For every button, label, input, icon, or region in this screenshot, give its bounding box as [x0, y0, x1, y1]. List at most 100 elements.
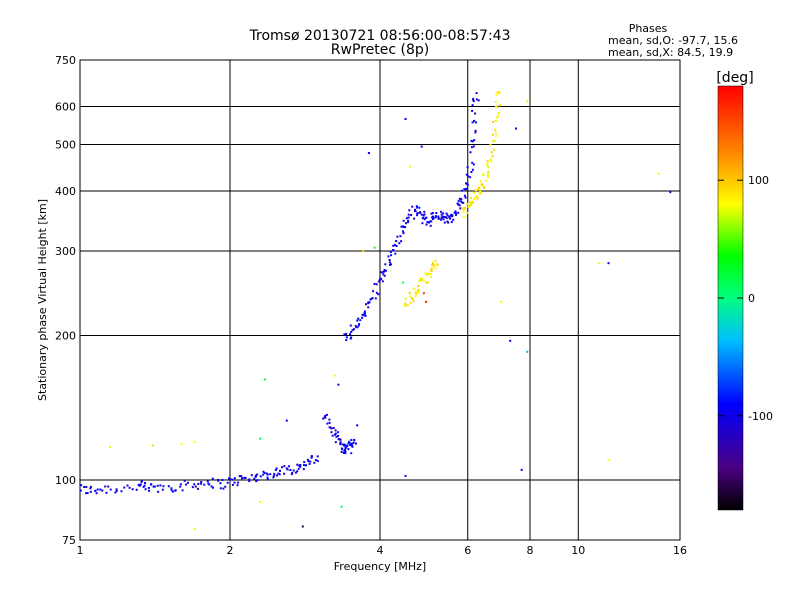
data-point	[526, 350, 529, 353]
data-point	[316, 460, 319, 462]
data-point	[520, 468, 523, 471]
data-point	[356, 319, 359, 322]
data-point	[340, 450, 343, 453]
data-point	[414, 292, 417, 295]
data-point	[328, 418, 331, 421]
data-point	[462, 207, 464, 210]
data-point	[131, 488, 134, 491]
data-point	[431, 267, 434, 270]
data-point	[404, 474, 407, 477]
data-point	[200, 481, 203, 483]
x-tick-label: 10	[571, 544, 585, 557]
data-point	[349, 442, 352, 445]
data-point	[432, 262, 434, 265]
data-point	[298, 464, 301, 467]
chart-subtitle: RwPretec (8p)	[331, 42, 429, 58]
data-point	[197, 487, 199, 490]
data-point	[462, 215, 465, 218]
data-point	[491, 155, 494, 158]
data-point	[248, 480, 251, 483]
data-point	[285, 467, 288, 470]
data-point	[457, 211, 460, 214]
data-point	[464, 196, 467, 199]
data-point	[428, 220, 431, 223]
data-point	[303, 464, 305, 467]
x-tick-label: 8	[527, 544, 534, 557]
y-tick-label: 600	[55, 101, 76, 114]
data-point	[157, 490, 160, 493]
data-point	[299, 465, 302, 468]
data-point	[471, 109, 474, 112]
data-point	[434, 259, 437, 262]
data-point	[181, 489, 184, 492]
data-point	[105, 491, 108, 494]
data-point	[259, 501, 262, 503]
data-point	[380, 271, 383, 274]
data-point	[259, 437, 262, 440]
x-axis-ticks: 1 2 4 6 8 10 16	[77, 544, 688, 557]
data-point	[474, 129, 477, 132]
data-point	[343, 333, 346, 336]
data-point	[476, 197, 479, 200]
data-point	[254, 474, 257, 477]
data-point	[179, 485, 182, 488]
data-point	[310, 456, 313, 459]
data-point	[470, 146, 473, 149]
x-tick-label: 4	[377, 544, 384, 557]
data-point	[375, 291, 378, 294]
data-point	[361, 313, 364, 316]
data-point	[420, 145, 423, 148]
data-point	[344, 452, 347, 455]
data-point	[494, 119, 497, 122]
data-point	[404, 118, 407, 120]
data-point	[464, 188, 467, 191]
data-point	[486, 173, 489, 176]
data-point	[351, 329, 354, 332]
data-point	[431, 216, 434, 219]
data-point	[309, 460, 312, 463]
data-point	[472, 145, 475, 148]
data-point	[486, 163, 489, 165]
data-point	[406, 304, 409, 306]
data-point	[466, 212, 469, 214]
data-point	[478, 187, 481, 190]
data-point	[292, 469, 295, 472]
data-point	[447, 221, 450, 224]
data-point	[375, 283, 378, 286]
data-point	[301, 525, 304, 528]
data-point	[350, 336, 353, 339]
data-point	[197, 483, 200, 485]
data-point	[296, 470, 299, 473]
data-point	[492, 120, 495, 123]
data-point	[380, 278, 383, 281]
data-point	[416, 214, 419, 217]
data-point	[381, 280, 384, 283]
data-point	[465, 187, 468, 190]
data-point	[236, 484, 239, 487]
data-point	[396, 235, 399, 238]
data-point	[378, 278, 381, 281]
data-point	[483, 185, 486, 188]
data-point	[147, 486, 150, 489]
data-point	[474, 131, 477, 134]
data-point	[413, 217, 416, 220]
data-point	[348, 440, 351, 443]
data-point	[324, 414, 327, 417]
data-point	[460, 198, 463, 201]
data-point	[269, 473, 272, 476]
data-point	[495, 134, 498, 137]
data-point	[365, 303, 367, 306]
data-point	[486, 164, 489, 167]
data-point	[471, 104, 474, 107]
data-point	[459, 207, 462, 210]
data-point	[422, 279, 425, 282]
x-axis-label: Frequency [MHz]	[334, 560, 426, 573]
data-point	[432, 217, 435, 220]
data-point	[115, 489, 118, 492]
data-point	[404, 302, 407, 305]
data-point	[496, 91, 499, 94]
data-point	[446, 220, 449, 223]
data-point	[240, 475, 243, 478]
colorbar-tick-label: 0	[748, 292, 755, 305]
data-point	[143, 484, 146, 487]
